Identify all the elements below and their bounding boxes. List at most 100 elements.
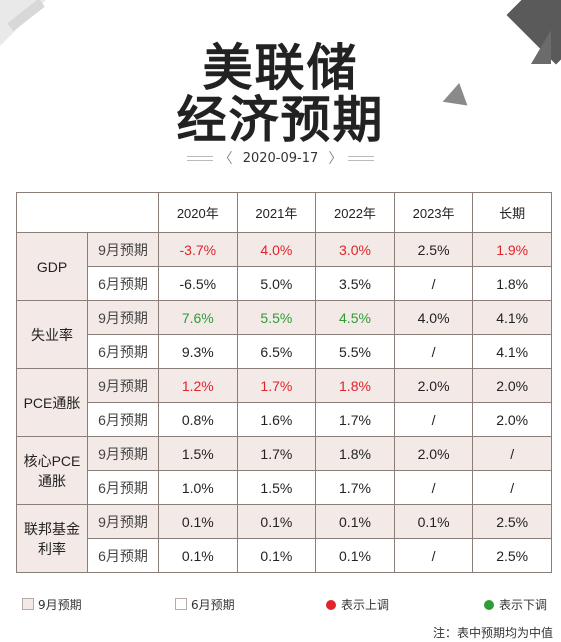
category-label-line: 联邦基金 — [24, 520, 80, 537]
value-cell: 1.7% — [315, 402, 395, 437]
table-row: 6月预期 0.1% 0.1% 0.1%/2.5% — [17, 538, 552, 573]
category-cell: GDP — [16, 232, 88, 301]
value-cell: 1.0% — [158, 470, 238, 505]
footnote: 注：表中预期均为中值 — [432, 626, 553, 640]
value-cell: 4.0% — [236, 232, 317, 267]
date-text: 2020-09-17 — [242, 150, 319, 166]
legend-sep-swatch — [22, 598, 34, 610]
legend-down-label: 表示下调 — [499, 598, 548, 612]
row-label: 6月预期 — [87, 538, 159, 573]
legend-up-label: 表示上调 — [341, 598, 390, 612]
category-label-line: 核心PCE — [23, 452, 81, 469]
row-label: 9月预期 — [87, 436, 159, 471]
header-col: 2022年 — [315, 192, 395, 233]
value-cell: 0.1% — [393, 504, 474, 539]
value-cell: 1.2% — [158, 368, 238, 403]
value-cell: 1.8% — [315, 436, 395, 471]
legend-jun-swatch — [175, 598, 187, 610]
row-label: 6月预期 — [87, 470, 159, 505]
value-cell: 5.0% — [236, 266, 317, 301]
table-row: GDP 9月预期 -3.7% 4.0% 3.0% 2.5% 1.9% — [16, 232, 552, 301]
row-label: 6月预期 — [87, 402, 159, 437]
table-row: 核心PCE 通胀 9月预期 1.5% 1.7% 1.8% 2.0% / — [16, 436, 552, 505]
value-cell: 1.7% — [315, 470, 395, 505]
table-row: 联邦基金 利率 9月预期 0.1% 0.1% 0.1% 0.1% 2.5% — [16, 504, 552, 573]
value-cell: 1.5% — [236, 470, 317, 505]
row-label: 9月预期 — [87, 300, 159, 335]
value-cell: / — [393, 538, 474, 573]
date-header: 〈 2020-09-17 〉 — [0, 148, 561, 168]
legend-jun: 6月预期 — [175, 596, 235, 613]
header-col: 2020年 — [158, 192, 238, 233]
value-cell: 2.0% — [393, 436, 474, 471]
category-label-line: 通胀 — [38, 472, 66, 489]
value-cell: 1.8% — [315, 368, 395, 403]
value-cell: 2.5% — [393, 232, 474, 267]
row-label: 6月预期 — [87, 334, 159, 369]
value-cell: 0.1% — [315, 504, 395, 539]
value-cell: 1.7% — [236, 368, 317, 403]
value-cell: 4.1% — [472, 300, 552, 335]
date-rule-right — [348, 155, 375, 161]
value-cell: 9.3% — [158, 334, 238, 369]
header-row: 2020年 2021年 2022年 2023年 长期 — [16, 192, 552, 233]
category-cell: 联邦基金 利率 — [16, 504, 88, 573]
row-label: 9月预期 — [87, 504, 159, 539]
table-row: PCE通胀 9月预期 1.2% 1.7% 1.8% 2.0% 2.0% — [16, 368, 552, 437]
corner-triangle-top-right — [531, 30, 551, 64]
title-line-1: 美联储 — [202, 39, 359, 97]
value-cell: -3.7% — [158, 232, 238, 267]
value-cell: 0.1% — [158, 538, 238, 573]
value-cell: / — [472, 436, 552, 471]
value-cell: 1.5% — [158, 436, 238, 471]
value-cell: 1.8% — [472, 266, 552, 301]
value-cell: 2.5% — [472, 504, 552, 539]
table-row: 6月预期 -6.5% 5.0% 3.5%/1.8% — [17, 266, 552, 301]
value-cell: 4.0% — [393, 300, 474, 335]
value-cell: 2.0% — [393, 368, 474, 403]
legend-down: 表示下调 — [484, 596, 547, 613]
legend-sep: 9月预期 — [22, 596, 82, 613]
value-cell: 1.9% — [472, 232, 552, 267]
value-cell: 1.7% — [236, 436, 317, 471]
value-cell: / — [393, 402, 474, 437]
value-cell: 2.0% — [472, 402, 552, 437]
value-cell: 3.5% — [315, 266, 395, 301]
value-cell: 0.1% — [158, 504, 238, 539]
header-col: 2021年 — [236, 192, 317, 233]
value-cell: / — [472, 470, 552, 505]
header-col: 2023年 — [393, 192, 474, 233]
table-row: 6月预期 9.3% 6.5% 5.5%/4.1% — [17, 334, 552, 369]
green-dot-icon — [484, 600, 494, 610]
table-row: 6月预期 0.8% 1.6% 1.7%/2.0% — [17, 402, 552, 437]
value-cell: / — [393, 334, 474, 369]
header-col: 长期 — [472, 192, 552, 233]
value-cell: 2.5% — [472, 538, 552, 573]
value-cell: / — [393, 266, 474, 301]
value-cell: 0.1% — [236, 504, 317, 539]
table-row: 6月预期 1.0% 1.5% 1.7% / / — [17, 470, 552, 505]
legend-sep-label: 9月预期 — [38, 598, 82, 612]
category-cell: PCE通胀 — [16, 368, 88, 437]
value-cell: 6.5% — [236, 334, 317, 369]
value-cell: / — [393, 470, 474, 505]
header-blank — [16, 192, 159, 233]
value-cell: 5.5% — [315, 334, 395, 369]
category-label-line: 利率 — [38, 540, 66, 557]
value-cell: 4.1% — [472, 334, 552, 369]
row-label: 9月预期 — [87, 232, 159, 267]
legend-jun-label: 6月预期 — [191, 598, 235, 612]
date-rule-left — [186, 155, 213, 161]
value-cell: 0.1% — [315, 538, 395, 573]
chevron-right-icon: 〉 — [328, 151, 343, 167]
category-cell: 失业率 — [16, 300, 88, 369]
value-cell: 7.6% — [158, 300, 238, 335]
value-cell: 1.6% — [236, 402, 317, 437]
value-cell: 4.5% — [315, 300, 395, 335]
value-cell: 3.0% — [315, 232, 395, 267]
legend-up: 表示上调 — [326, 596, 389, 613]
value-cell: 0.1% — [236, 538, 317, 573]
chevron-left-icon: 〈 — [218, 151, 233, 167]
table-row: 失业率 9月预期 7.6% 5.5% 4.5% 4.0% 4.1% — [16, 300, 552, 369]
row-label: 9月预期 — [87, 368, 159, 403]
